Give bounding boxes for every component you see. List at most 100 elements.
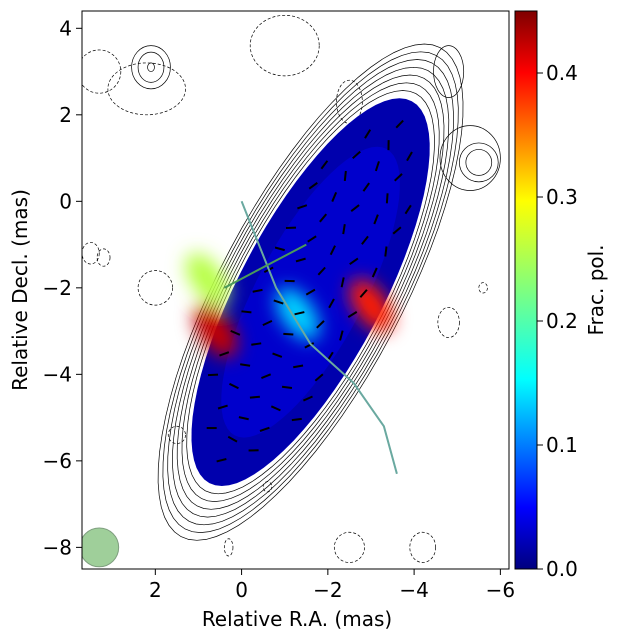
colorbar-tick-label: 0.1 xyxy=(546,433,578,457)
intensity-contour xyxy=(465,149,493,176)
colorbar xyxy=(514,10,538,570)
negative-contour xyxy=(107,62,186,116)
evpa-tick xyxy=(251,342,262,346)
evpa-tick xyxy=(406,151,413,162)
evpa-tick xyxy=(331,191,338,202)
evpa-tick xyxy=(374,161,380,172)
evpa-tick xyxy=(261,373,272,379)
intensity-contour xyxy=(167,59,454,526)
evpa-tick xyxy=(384,246,388,257)
evpa-tick xyxy=(371,267,378,278)
intensity-contour xyxy=(162,51,459,533)
plot-area xyxy=(82,14,501,568)
colorbar-ticks: 0.0 0.1 0.2 0.3 0.4 xyxy=(537,61,578,581)
x-tick-label: −4 xyxy=(399,578,428,602)
evpa-tick xyxy=(252,288,263,293)
y-tick-label: −8 xyxy=(43,535,72,559)
overlay-lines xyxy=(223,200,398,475)
evpa-tick xyxy=(342,224,346,235)
intensity-contour xyxy=(433,45,465,98)
evpa-tick xyxy=(305,288,316,296)
high-pol-region xyxy=(349,278,393,332)
evpa-tick xyxy=(349,257,359,266)
total-intensity-contours xyxy=(82,14,501,563)
evpa-tick xyxy=(241,310,252,314)
negative-contour xyxy=(223,538,234,557)
negative-contour xyxy=(167,425,186,444)
negative-contour xyxy=(437,306,460,338)
evpa-tick xyxy=(340,277,345,288)
evpa-tick xyxy=(229,382,239,390)
x-axis-label: Relative R.A. (mas) xyxy=(202,607,392,631)
evpa-tick xyxy=(283,332,294,336)
y-axis-ticks: 4 2 0 −2 −4 −6 −8 xyxy=(43,16,82,559)
evpa-tick xyxy=(259,426,270,432)
evpa-tick xyxy=(240,363,251,367)
evpa-tick xyxy=(249,395,260,399)
plot-frame xyxy=(81,10,510,570)
evpa-tick xyxy=(343,170,347,182)
negative-contour xyxy=(96,248,111,267)
evpa-tick xyxy=(352,150,361,159)
evpa-tick xyxy=(297,204,308,210)
intensity-contour xyxy=(439,125,501,191)
evpa-tick xyxy=(392,226,402,235)
evpa-tick xyxy=(319,213,328,223)
evpa-tick xyxy=(320,160,329,170)
colorbar-tick-label: 0.2 xyxy=(546,309,578,333)
evpa-tick xyxy=(361,235,369,245)
x-tick-label: −6 xyxy=(486,578,515,602)
intensity-contour xyxy=(131,45,171,90)
evpa-tick xyxy=(294,311,305,316)
evpa-tick xyxy=(347,311,358,318)
evpa-tick xyxy=(395,119,404,129)
intensity-contour xyxy=(186,90,435,495)
jet-ridge-line xyxy=(240,200,398,475)
negative-contour xyxy=(82,49,122,94)
x-tick-label: −2 xyxy=(313,578,342,602)
intensity-contour xyxy=(172,66,450,518)
evpa-tick xyxy=(270,405,281,412)
high-pol-region xyxy=(185,252,229,306)
evpa-tick xyxy=(272,352,283,358)
intensity-contour xyxy=(176,74,445,510)
evpa-tick xyxy=(216,458,227,463)
secondary-line xyxy=(223,243,307,289)
evpa-tick xyxy=(339,330,344,341)
evpa-tick xyxy=(308,182,318,190)
evpa-tick xyxy=(293,364,304,369)
y-tick-label: −2 xyxy=(43,276,72,300)
evpa-tick xyxy=(314,373,324,382)
x-axis-ticks: 2 0 −2 −4 −6 xyxy=(149,569,515,602)
evpa-tick xyxy=(302,395,313,402)
evpa-tick xyxy=(350,204,360,213)
evpa-tick xyxy=(385,193,389,204)
evpa-tick xyxy=(262,319,273,327)
negative-contour xyxy=(137,270,173,306)
evpa-tick xyxy=(219,351,230,357)
evpa-tick xyxy=(394,173,403,182)
evpa-tick xyxy=(373,214,379,225)
intensity-contour xyxy=(137,51,165,83)
evpa-tick xyxy=(227,435,238,443)
evpa-tick xyxy=(273,299,284,305)
evpa-ticks xyxy=(206,119,413,463)
evpa-tick xyxy=(274,246,285,252)
y-tick-label: −4 xyxy=(43,362,72,386)
beam xyxy=(82,527,120,568)
high-pol-region xyxy=(194,304,238,358)
intensity-contour xyxy=(157,43,464,541)
evpa-tick xyxy=(316,320,325,329)
evpa-tick xyxy=(404,204,412,215)
evpa-tick xyxy=(230,329,241,336)
evpa-tick xyxy=(307,235,317,243)
evpa-tick xyxy=(238,416,249,421)
evpa-tick xyxy=(317,266,326,276)
colorbar-label: Frac. pol. xyxy=(584,244,608,335)
evpa-tick xyxy=(291,417,302,422)
negative-contour xyxy=(478,282,488,294)
colorbar-tick-label: 0.0 xyxy=(546,557,578,581)
negative-contour xyxy=(82,242,100,265)
y-tick-label: 2 xyxy=(59,103,72,127)
